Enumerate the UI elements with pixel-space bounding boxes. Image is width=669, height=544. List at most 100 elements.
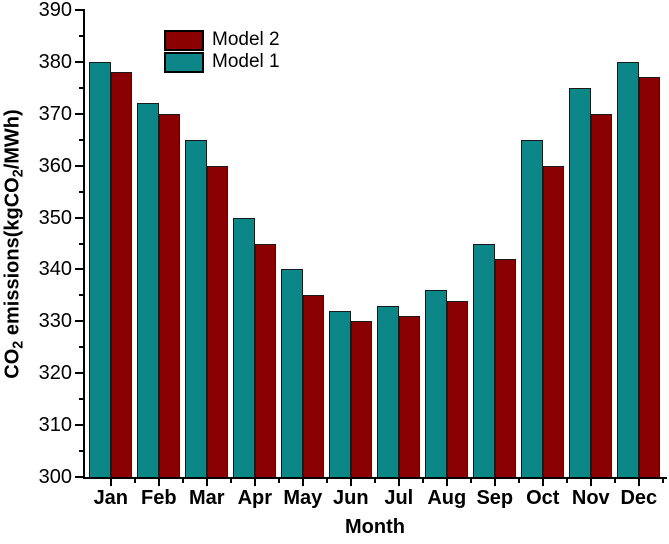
y-tick-label: 370 [38, 102, 72, 125]
x-tick-label: Feb [141, 487, 177, 509]
bar-model-1-jan [89, 61, 111, 478]
legend-item: Model 1 [164, 51, 280, 73]
y-minor-tick [79, 398, 84, 401]
x-axis-title: Month [345, 516, 405, 538]
y-tick-label: 330 [38, 310, 72, 333]
x-major-tick [157, 478, 160, 486]
y-major-tick [75, 320, 84, 323]
x-minor-tick [565, 478, 568, 483]
legend-swatch-model-2 [164, 29, 204, 51]
bar-model-2-jul [398, 316, 421, 478]
bar-model-2-jun [350, 321, 373, 478]
bar-model-2-dec [638, 77, 661, 478]
y-tick-label: 300 [38, 466, 72, 488]
bar-model-1-sep [473, 243, 495, 478]
x-tick-label: Oct [526, 487, 560, 509]
y-minor-tick [79, 86, 84, 89]
x-tick-label: Jul [384, 487, 414, 509]
x-major-tick [109, 478, 112, 486]
x-major-tick [253, 478, 256, 486]
bar-model-2-oct [542, 165, 565, 478]
bar-model-1-dec [617, 61, 639, 478]
legend-swatch-model-1 [164, 51, 204, 73]
x-minor-tick [421, 478, 424, 483]
y-axis-title: CO2 emissions(kgCO2/MWh) [1, 109, 26, 378]
y-minor-tick [79, 294, 84, 297]
legend-label: Model 2 [212, 29, 280, 50]
bar-model-2-nov [590, 113, 613, 478]
y-tick-label: 360 [38, 154, 72, 177]
y-major-tick [75, 112, 84, 115]
y-tick-label: 350 [38, 206, 72, 229]
y-minor-tick [79, 138, 84, 141]
y-minor-tick [79, 346, 84, 349]
y-major-tick [75, 268, 84, 271]
x-major-tick [301, 478, 304, 486]
legend-label: Model 1 [212, 51, 280, 72]
x-axis-line [83, 477, 667, 479]
y-minor-tick [79, 190, 84, 193]
bar-model-1-aug [425, 290, 447, 478]
x-minor-tick [517, 478, 520, 483]
x-tick-label: Apr [237, 487, 273, 509]
bar-model-1-apr [233, 217, 255, 478]
bar-model-1-may [281, 269, 303, 478]
bar-model-1-mar [185, 139, 207, 478]
y-major-tick [75, 424, 84, 427]
bar-model-1-feb [137, 103, 159, 478]
y-tick-label: 340 [38, 258, 72, 281]
x-major-tick [349, 478, 352, 486]
y-major-tick [75, 60, 84, 63]
y-major-tick [75, 476, 84, 478]
y-minor-tick [79, 450, 84, 453]
x-minor-tick [133, 478, 136, 483]
x-tick-label: Dec [620, 487, 658, 509]
x-minor-tick [325, 478, 328, 483]
y-major-tick [75, 216, 84, 219]
x-major-tick [637, 478, 640, 486]
bar-model-1-jun [329, 310, 351, 478]
bar-model-2-sep [494, 259, 517, 478]
bar-model-2-aug [446, 300, 469, 478]
x-tick-label: May [283, 487, 323, 509]
x-major-tick [397, 478, 400, 486]
y-tick-label: 310 [38, 414, 72, 437]
x-tick-label: Mar [189, 487, 225, 509]
x-major-tick [205, 478, 208, 486]
x-tick-label: Nov [571, 487, 610, 509]
x-minor-tick [181, 478, 184, 483]
x-tick-label: Jan [93, 487, 129, 509]
y-tick-label: 380 [38, 50, 72, 73]
x-major-tick [589, 478, 592, 486]
y-major-tick [75, 372, 84, 375]
x-minor-tick [277, 478, 280, 483]
x-minor-tick [613, 478, 616, 483]
x-major-tick [445, 478, 448, 486]
bar-model-2-jan [110, 72, 133, 478]
x-major-tick [493, 478, 496, 486]
legend-item: Model 2 [164, 29, 280, 51]
bar-model-2-may [302, 295, 325, 478]
x-minor-tick [661, 478, 664, 483]
bar-model-2-mar [206, 165, 229, 478]
bar-model-1-nov [569, 87, 591, 478]
x-tick-label: Sep [476, 487, 514, 509]
x-tick-label: Aug [427, 487, 467, 509]
bar-model-1-oct [521, 139, 543, 478]
bar-model-2-feb [158, 113, 181, 478]
x-minor-tick [373, 478, 376, 483]
legend: Model 2 Model 1 [164, 29, 280, 73]
y-tick-label: 320 [38, 362, 72, 385]
y-axis-line [83, 9, 85, 479]
bar-model-1-jul [377, 305, 399, 478]
y-axis-title-subscript: 2 [10, 340, 27, 349]
bar-model-2-apr [254, 243, 277, 478]
y-tick-label: 390 [38, 0, 72, 21]
y-major-tick [75, 9, 84, 11]
x-minor-tick [229, 478, 232, 483]
y-minor-tick [79, 34, 84, 37]
x-tick-label: Jun [333, 487, 369, 509]
y-minor-tick [79, 242, 84, 245]
x-major-tick [541, 478, 544, 486]
